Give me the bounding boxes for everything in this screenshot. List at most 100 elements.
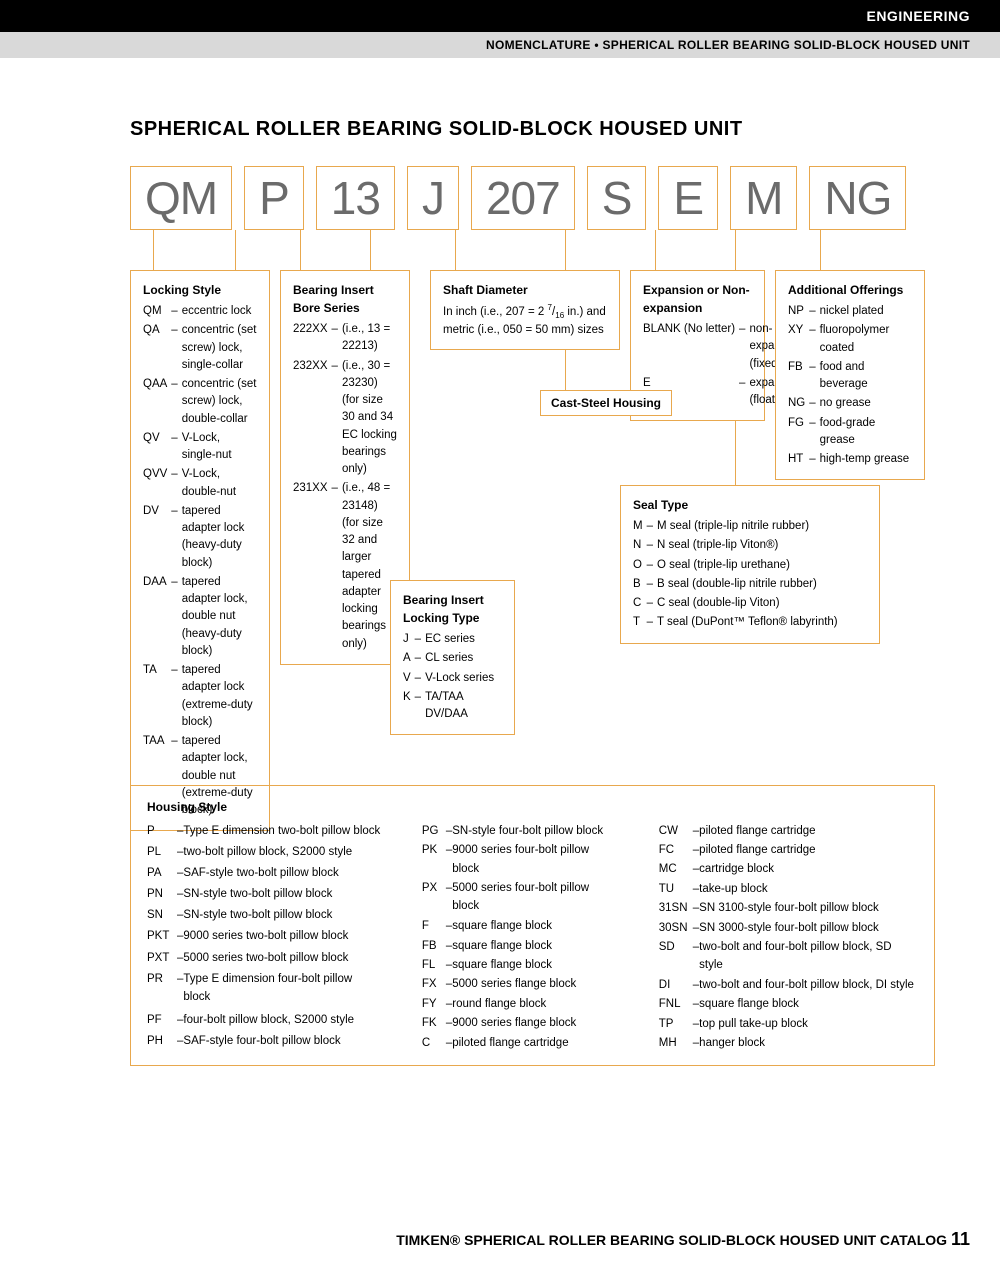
- code-desc: N seal (triple-lip Viton®): [657, 536, 838, 555]
- code-label: TA: [143, 661, 171, 732]
- code-desc: SN 3100-style four-bolt pillow block: [699, 899, 918, 918]
- code-label: QM: [143, 302, 171, 321]
- code-desc: take-up block: [699, 879, 918, 898]
- code-label: F: [422, 917, 446, 936]
- code-desc: concentric (set screw) lock, double-coll…: [182, 375, 257, 429]
- code-desc: no grease: [820, 394, 912, 413]
- code-label: PX: [422, 879, 446, 917]
- code-label: TU: [659, 879, 693, 898]
- shaft-diameter-heading: Shaft Diameter: [443, 281, 607, 299]
- code-desc: piloted flange cartridge: [699, 841, 918, 860]
- code-label: FX: [422, 975, 446, 994]
- code-desc: Type E dimension four-bolt pillow block: [183, 969, 381, 1010]
- code-desc: Type E dimension two-bolt pillow block: [183, 821, 381, 842]
- code-label: DAA: [143, 573, 171, 661]
- breadcrumb-bar: NOMENCLATURE • SPHERICAL ROLLER BEARING …: [0, 32, 1000, 58]
- code-desc: SN 3000-style four-bolt pillow block: [699, 918, 918, 937]
- shaft-diameter-box: Shaft Diameter In inch (i.e., 207 = 2 7/…: [430, 270, 620, 350]
- code-label: FG: [788, 414, 809, 451]
- code-label: J: [403, 630, 415, 649]
- code-desc: SAF-style two-bolt pillow block: [183, 864, 381, 885]
- code-label: SN: [147, 906, 177, 927]
- diagram-area: Locking Style QM–eccentric lockQA–concen…: [130, 230, 950, 940]
- locking-style-box: Locking Style QM–eccentric lockQA–concen…: [130, 270, 270, 831]
- code-desc: two-bolt and four-bolt pillow block, SD …: [699, 938, 918, 976]
- code-desc: V-Lock series: [425, 669, 502, 688]
- code-13: 13: [316, 166, 395, 230]
- locking-style-heading: Locking Style: [143, 281, 257, 299]
- code-desc: piloted flange cartridge: [452, 1033, 619, 1053]
- cast-steel-label: Cast-Steel Housing: [540, 390, 672, 416]
- code-j: J: [407, 166, 459, 230]
- code-label: FK: [422, 1014, 446, 1033]
- code-desc: 5000 series flange block: [452, 975, 619, 994]
- code-desc: V-Lock, double-nut: [182, 465, 257, 502]
- code-label: P: [147, 821, 177, 842]
- code-desc: concentric (set screw) lock, single-coll…: [182, 321, 257, 375]
- code-desc: tapered adapter lock, double nut (heavy-…: [182, 573, 257, 661]
- code-label: PXT: [147, 948, 177, 969]
- code-desc: nickel plated: [820, 302, 912, 321]
- code-label: FB: [788, 358, 809, 395]
- code-e: E: [658, 166, 718, 230]
- code-label: T: [633, 613, 647, 632]
- code-label: 222XX: [293, 320, 332, 357]
- locking-type-heading: Bearing Insert Locking Type: [403, 591, 502, 627]
- code-label: PG: [422, 821, 446, 840]
- code-label: M: [633, 517, 647, 536]
- code-desc: round flange block: [452, 994, 619, 1013]
- code-label: QV: [143, 429, 171, 466]
- code-label: A: [403, 649, 415, 668]
- code-desc: CL series: [425, 649, 502, 668]
- code-label: PH: [147, 1032, 177, 1053]
- code-label: MC: [659, 860, 693, 879]
- code-desc: tapered adapter lock (extreme-duty block…: [182, 661, 257, 732]
- code-label: PF: [147, 1011, 177, 1032]
- code-label: MH: [659, 1033, 693, 1052]
- code-desc: square flange block: [452, 936, 619, 955]
- code-desc: C seal (double-lip Viton): [657, 594, 838, 613]
- code-label: FB: [422, 936, 446, 955]
- code-label: NP: [788, 302, 809, 321]
- code-label: FY: [422, 994, 446, 1013]
- code-desc: (i.e., 48 = 23148) (for size 32 and larg…: [342, 479, 397, 654]
- code-label: QA: [143, 321, 171, 375]
- code-desc: EC series: [425, 630, 502, 649]
- code-desc: SAF-style four-bolt pillow block: [183, 1032, 381, 1053]
- code-desc: food-grade grease: [820, 414, 912, 451]
- code-label: DV: [143, 502, 171, 573]
- code-p: P: [244, 166, 304, 230]
- bore-series-heading: Bearing Insert Bore Series: [293, 281, 397, 317]
- code-desc: square flange block: [452, 955, 619, 974]
- code-desc: four-bolt pillow block, S2000 style: [183, 1011, 381, 1032]
- code-desc: 9000 series two-bolt pillow block: [183, 927, 381, 948]
- code-label: BLANK (No letter): [643, 320, 739, 374]
- category-bar: ENGINEERING: [0, 0, 1000, 32]
- code-desc: V-Lock, single-nut: [182, 429, 257, 466]
- code-desc: SN-style two-bolt pillow block: [183, 906, 381, 927]
- content-area: SPHERICAL ROLLER BEARING SOLID-BLOCK HOU…: [0, 58, 1000, 940]
- code-desc: tapered adapter lock (heavy-duty block): [182, 502, 257, 573]
- code-label: 30SN: [659, 918, 693, 937]
- code-s: S: [587, 166, 647, 230]
- code-desc: food and beverage: [820, 358, 912, 395]
- seal-type-heading: Seal Type: [633, 496, 867, 514]
- code-desc: TA/TAA DV/DAA: [425, 688, 502, 725]
- code-desc: B seal (double-lip nitrile rubber): [657, 575, 838, 594]
- code-m: M: [730, 166, 797, 230]
- seal-type-box: Seal Type M–M seal (triple-lip nitrile r…: [620, 485, 880, 644]
- code-label: 231XX: [293, 479, 332, 654]
- code-desc: square flange block: [452, 917, 619, 936]
- shaft-diameter-text: In inch (i.e., 207 = 2 7/16 in.) and met…: [443, 302, 607, 339]
- code-label: 31SN: [659, 899, 693, 918]
- code-label: PKT: [147, 927, 177, 948]
- code-label: FL: [422, 955, 446, 974]
- additional-heading: Additional Offerings: [788, 281, 912, 299]
- nomenclature-code-row: QM P 13 J 207 S E M NG: [130, 166, 950, 230]
- code-label: CW: [659, 821, 693, 840]
- code-label: K: [403, 688, 415, 725]
- code-label: PL: [147, 842, 177, 863]
- code-ng: NG: [809, 166, 906, 230]
- code-desc: piloted flange cartridge: [699, 821, 918, 840]
- code-label: PR: [147, 969, 177, 1010]
